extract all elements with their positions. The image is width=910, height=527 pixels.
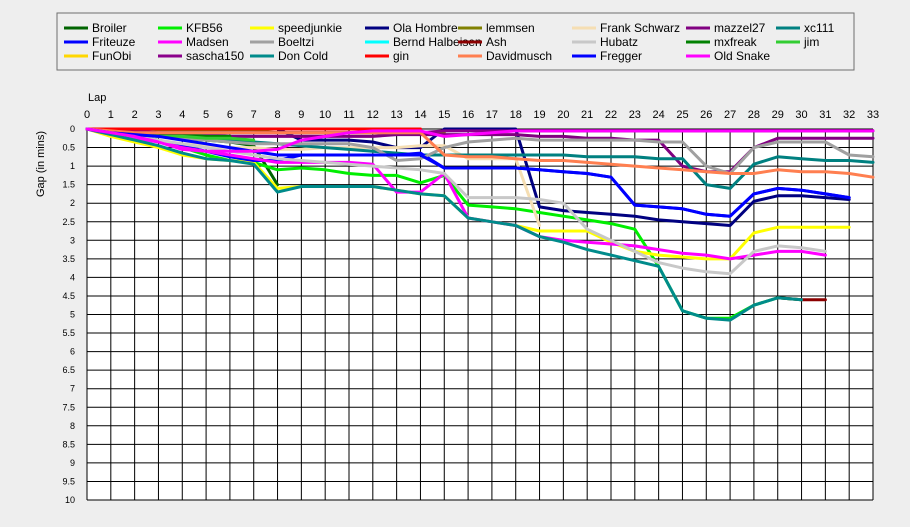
legend-label: sascha150 [186,49,244,63]
y-tick-label: 6.5 [62,365,75,375]
legend-label: FunObi [92,49,131,63]
x-tick-label: 11 [343,109,354,121]
y-tick-label: 7 [70,384,75,394]
legend-label: Hubatz [600,35,638,49]
y-tick-label: 9 [70,458,75,468]
x-tick-label: 18 [510,109,522,121]
x-tick-label: 7 [251,109,257,121]
x-tick-label: 24 [653,109,665,121]
legend-label: mxfreak [714,35,758,49]
y-tick-label: 2 [70,198,75,208]
legend-label: Bernd Halbeisen [393,35,482,49]
y-tick-label: 9.5 [62,476,75,486]
legend-label: Ash [486,35,507,49]
x-tick-label: 19 [533,109,545,121]
x-axis-ticks: 0 1 2 3 4 5 6 7 8 9 10 11 12 13 14 15 16 17 18 19 20 21 22 23 24… [84,109,879,121]
y-tick-label: 5 [70,310,75,320]
y-tick-label: 3.5 [62,254,75,264]
x-tick-label: 21 [581,109,593,121]
x-axis-label: Lap [88,92,106,104]
x-tick-label: 26 [700,109,712,121]
y-tick-label: 6 [70,347,75,357]
y-tick-label: 4 [70,272,75,282]
x-tick-label: 30 [795,109,807,121]
legend-label: mazzel27 [714,21,766,35]
y-tick-label: 0.5 [62,143,75,153]
legend-label: gin [393,49,409,63]
y-tick-label: 1.5 [62,180,75,190]
x-tick-label: 23 [629,109,641,121]
x-tick-label: 3 [155,109,161,121]
x-tick-label: 27 [724,109,736,121]
legend-label: jim [803,35,819,49]
x-tick-label: 5 [203,109,209,121]
x-tick-label: 25 [676,109,688,121]
y-tick-label: 7.5 [62,402,75,412]
grid [86,128,874,501]
series-line-boeltzi [85,127,875,175]
x-tick-label: 10 [319,109,331,121]
y-tick-label: 3 [70,235,75,245]
x-tick-label: 16 [462,109,474,121]
series-line-fregger [85,127,851,218]
y-tick-label: 1 [70,161,75,171]
y-tick-label: 5.5 [62,328,75,338]
legend-frame [56,12,855,71]
y-tick-label: 8 [70,421,75,431]
x-tick-label: 17 [486,109,498,121]
legend-label: xc111 [804,21,835,35]
legend-label: speedjunkie [278,21,342,35]
x-tick-label: 8 [274,109,280,121]
x-tick-label: 0 [84,109,90,121]
y-tick-label: 0 [70,124,75,134]
legend-label: Davidmusch [486,49,552,63]
legend-label: Don Cold [278,49,328,63]
x-tick-label: 12 [367,109,379,121]
x-tick-label: 14 [414,109,426,121]
y-tick-label: 8.5 [62,439,75,449]
legend-label: Boeltzi [278,35,314,49]
x-tick-label: 6 [227,109,233,121]
series-line-don-cold [85,127,803,322]
y-tick-label: 2.5 [62,217,75,227]
legend-label: lemmsen [486,21,535,35]
legend-label: KFB56 [186,21,223,35]
y-axis-label: Gap (in mins) [35,131,47,197]
series-line-davidmusch [85,127,875,179]
y-tick-label: 4.5 [62,291,75,301]
series-line-old-snake [85,127,875,153]
x-tick-label: 1 [108,109,114,121]
x-tick-label: 31 [819,109,831,121]
legend-label: Ola Hombre [393,21,458,35]
x-tick-label: 28 [748,109,760,121]
x-tick-label: 2 [132,109,138,121]
x-tick-label: 29 [772,109,784,121]
series-line-hubatz [85,127,827,276]
legend-label: Old Snake [714,49,770,63]
x-tick-label: 9 [298,109,304,121]
legend-label: Fregger [600,49,642,63]
legend: Broiler KFB56 speedjunkie Ola Hombre lemmsen… [56,12,855,71]
x-tick-label: 15 [438,109,450,121]
legend-label: Frank Schwarz [600,21,680,35]
x-tick-label: 22 [605,109,617,121]
series-lines [85,127,875,322]
x-tick-label: 13 [391,109,403,121]
x-tick-label: 32 [843,109,855,121]
x-tick-label: 33 [867,109,879,121]
y-tick-label: 10 [65,495,75,505]
x-tick-label: 4 [179,109,185,121]
legend-label: Friteuze [92,35,136,49]
x-tick-label: 20 [557,109,569,121]
legend-label: Broiler [92,21,127,35]
legend-label: Madsen [186,35,229,49]
y-axis-ticks: 0 0.5 1 1.5 2 2.5 3 3.5 4 4.5 5 5.5 6 6.5 7 7.5 8 8.5 9 9.5… [62,124,75,505]
